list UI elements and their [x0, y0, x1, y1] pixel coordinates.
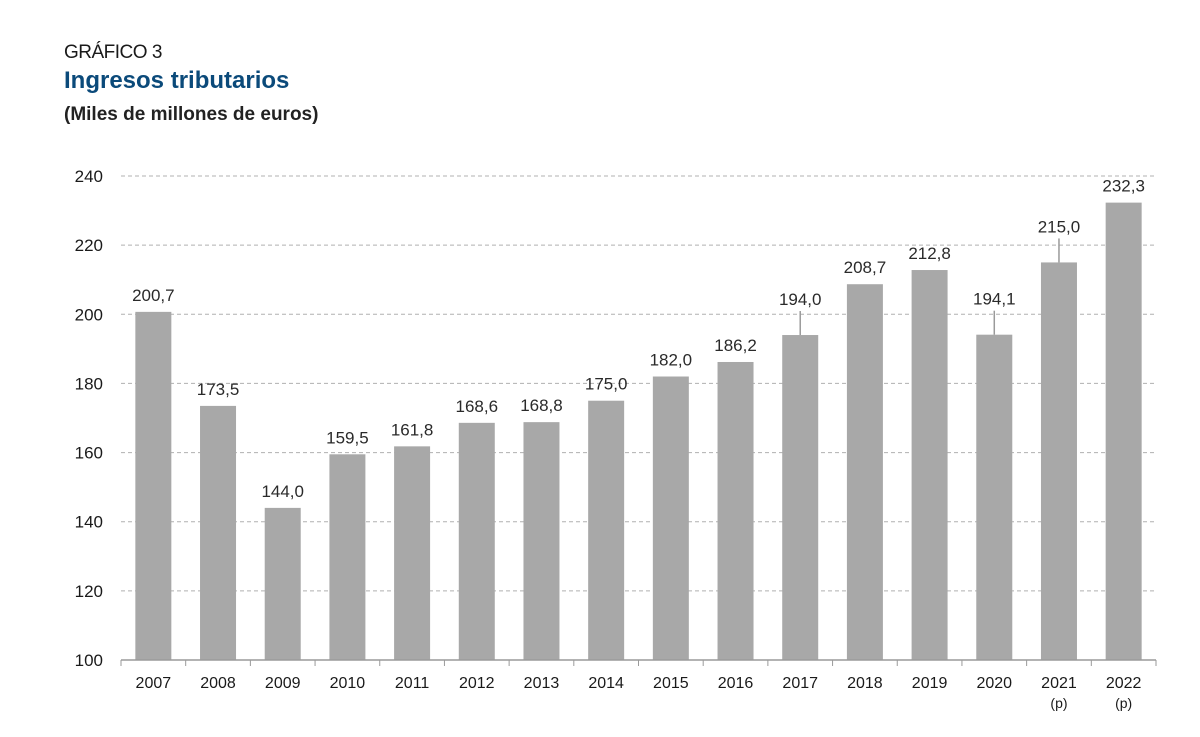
data-label-2012: 168,6 [456, 397, 499, 416]
data-label-2020: 194,1 [973, 290, 1016, 309]
y-tick-label: 200 [75, 305, 103, 324]
x-tick-label-2011: 2011 [395, 675, 430, 692]
data-label-2011: 161,8 [391, 420, 434, 439]
y-tick-label: 140 [75, 513, 103, 532]
x-tick-label-2012: 2012 [459, 675, 495, 692]
bar-2011 [394, 446, 431, 660]
data-label-2013: 168,8 [520, 396, 563, 415]
x-axis-labels: 2007 2008 2009 2010 2011 2012 2013 2014 2015 2016… [136, 675, 1142, 711]
x-tick-note: (p) [1115, 695, 1132, 711]
data-label-2017: 194,0 [779, 290, 822, 309]
data-label-2016: 186,2 [714, 336, 757, 355]
y-tick-label: 160 [75, 444, 103, 463]
chart-title: Ingresos tributarios [64, 67, 290, 94]
bar-2014 [588, 400, 625, 660]
bar-2008 [200, 405, 237, 660]
x-tick-label-2022: 2022 [1106, 675, 1142, 692]
x-tick-label-2015: 2015 [653, 675, 689, 692]
data-label-2007: 200,7 [132, 286, 175, 305]
x-tick-label-2016: 2016 [718, 675, 754, 692]
data-label-2021: 215,0 [1038, 217, 1081, 236]
y-axis-ticks: 100 120 140 160 180 200 220 240 [75, 167, 103, 670]
bar-2007 [135, 311, 172, 660]
x-axis [120, 659, 1157, 666]
bar-2018 [846, 284, 883, 660]
x-tick-label-2019: 2019 [912, 675, 948, 692]
y-tick-label: 100 [75, 651, 103, 670]
bar-2010 [329, 454, 366, 660]
data-label-2014: 175,0 [585, 375, 628, 394]
bar-2012 [458, 422, 495, 660]
data-labels: 200,7 173,5 144,0 159,5 161,8 168,6 168,8 175,0… [132, 177, 1145, 501]
x-tick-label-2018: 2018 [847, 675, 883, 692]
x-tick-label-2010: 2010 [330, 675, 366, 692]
data-label-2022: 232,3 [1102, 177, 1145, 196]
bar-2019 [911, 270, 948, 660]
x-tick-label-2020: 2020 [976, 675, 1012, 692]
y-tick-label: 240 [75, 167, 103, 186]
x-tick-label-2007: 2007 [136, 675, 172, 692]
data-label-2009: 144,0 [261, 482, 304, 501]
x-tick-label-2008: 2008 [200, 675, 236, 692]
data-label-2010: 159,5 [326, 428, 369, 447]
chart-subtitle: (Miles de millones de euros) [64, 104, 319, 125]
bar-2022 [1105, 202, 1142, 660]
bar-2015 [652, 376, 689, 660]
x-tick-label-2021: 2021 [1041, 675, 1077, 692]
chart-header: GRÁFICO 3 Ingresos tributarios (Miles de… [64, 42, 318, 128]
x-tick-note: (p) [1050, 695, 1067, 711]
data-label-2019: 212,8 [908, 244, 951, 263]
bar-2013 [523, 422, 560, 660]
data-label-2008: 173,5 [197, 380, 240, 399]
bars [135, 202, 1142, 660]
bar-2016 [717, 361, 754, 660]
bar-2009 [264, 507, 301, 660]
y-tick-label: 180 [75, 374, 103, 393]
x-tick-label-2017: 2017 [782, 675, 818, 692]
bar-2021 [1040, 262, 1077, 660]
x-tick-label-2013: 2013 [524, 675, 560, 692]
bar-2017 [782, 335, 819, 660]
chart-number: GRÁFICO 3 [64, 42, 162, 63]
bar-2020 [976, 334, 1013, 660]
x-tick-label-2009: 2009 [265, 675, 301, 692]
y-tick-label: 220 [75, 236, 103, 255]
data-label-2015: 182,0 [650, 351, 693, 370]
x-tick-label-2014: 2014 [588, 675, 624, 692]
y-tick-label: 120 [75, 582, 103, 601]
data-label-2018: 208,7 [844, 258, 887, 277]
